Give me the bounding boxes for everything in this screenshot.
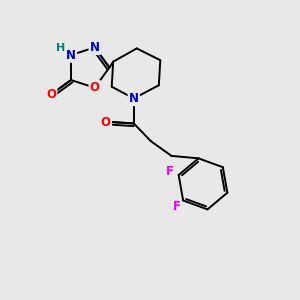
Text: O: O [46,88,56,101]
Text: H: H [56,43,66,53]
Text: O: O [90,81,100,94]
Text: F: F [172,200,180,213]
Text: N: N [66,49,76,62]
Text: F: F [167,166,174,178]
Text: O: O [101,116,111,128]
Text: N: N [129,92,139,105]
Text: N: N [90,41,100,54]
